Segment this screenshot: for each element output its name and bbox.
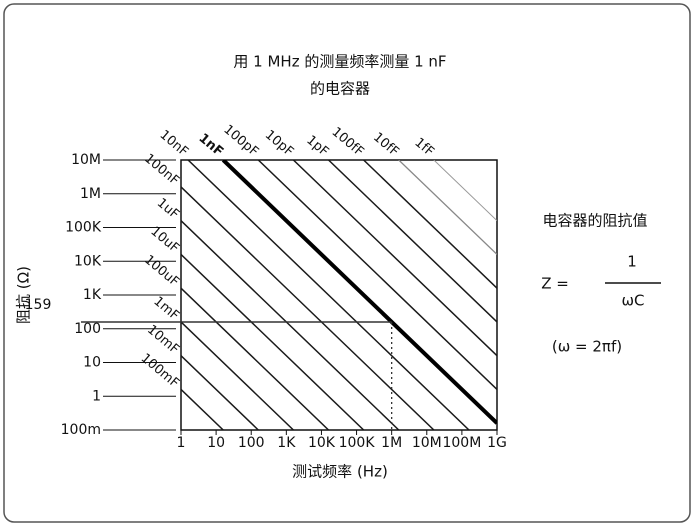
capacitance-line [187,160,470,430]
capacitance-line [181,287,330,430]
x-tick-label: 10 [207,435,225,451]
y-tick-label: 1K [83,287,102,303]
marker-label: 159 [25,297,52,313]
capacitance-line [181,355,259,430]
y-tick-label: 10M [71,152,101,168]
y-tick-label: 100 [74,321,101,337]
y-tick-label: 1M [80,186,101,202]
y-axis-label: 阻抗 (Ω) [15,266,33,324]
y-tick-label: 10 [83,355,101,371]
x-axis-label: 测试频率 (Hz) [292,463,388,481]
x-tick-label: 100K [339,435,376,451]
capacitance-line [433,160,497,222]
capacitance-line [292,160,497,357]
chart-title: 用 1 MHz 的测量频率测量 1 nF [233,53,446,71]
capacitance-line [181,220,400,430]
y-tick-label: 100K [65,220,102,236]
formula-heading: 电容器的阻抗值 [542,212,647,230]
formula-note: (ω = 2πf) [552,338,622,356]
frame [3,3,691,523]
x-tick-label: 100 [238,435,265,451]
capacitance-line [181,253,365,430]
y-tick-label: 100m [61,422,101,438]
capacitance-line [181,321,294,430]
x-tick-label: 1G [487,435,507,451]
formula-numerator: 1 [627,253,637,271]
capacitance-line [257,160,497,390]
capacitance-line [398,160,497,255]
x-tick-label: 1 [177,435,186,451]
chart-subtitle: 的电容器 [310,80,370,98]
y-tick-label: 10K [74,253,102,269]
x-tick-label: 100M [442,435,481,451]
capacitance-line [181,186,435,430]
x-tick-label: 1K [277,435,296,451]
x-tick-label: 10K [308,435,336,451]
plot-area [180,159,498,431]
capacitance-line [181,388,224,430]
formula-denominator: ωC [621,292,644,310]
x-tick-label: 1M [381,435,402,451]
x-tick-label: 10M [412,435,442,451]
y-tick-label: 1 [92,388,101,404]
formula-lhs: Z = [541,275,569,293]
capacitance-line [363,160,497,289]
capacitance-line [221,160,497,425]
capacitance-line [328,160,497,323]
